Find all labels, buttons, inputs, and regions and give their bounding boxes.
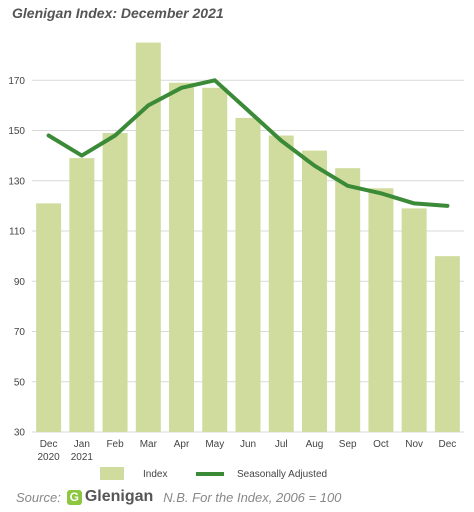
y-tick-label: 110 [9,227,25,238]
bar [235,117,261,432]
x-tick-label: May [205,439,224,450]
x-tick-label: Apr [174,439,190,450]
bar [202,87,228,432]
bar-series [36,42,460,432]
line-point [146,103,150,107]
bar [368,188,394,432]
x-tick-label: Dec [438,439,456,450]
x-axis-ticks: Dec 2020 Jan 2021 Feb Mar Apr May Jun Jul Aug Sep Oc… [37,439,456,463]
line-point [213,78,217,82]
legend-label-index: Index [143,469,167,480]
bar [69,158,95,432]
x-tick-label: Feb [106,439,124,450]
index-base-note: N.B. For the Index, 2006 = 100 [163,489,342,505]
bar [434,256,460,432]
line-point [379,191,383,195]
bar [102,133,128,432]
line-point [47,134,51,138]
x-tick-label: Jul [275,439,288,450]
x-tick-label: Jun [240,439,256,450]
y-tick-label: 50 [14,377,26,388]
line-point [180,86,184,90]
bar [36,203,62,432]
source-footer: Source: G Glenigan N.B. For the Index, 2… [16,486,341,508]
y-tick-label: 150 [8,126,25,137]
line-point [246,108,250,112]
x-tick-label: Mar [140,439,158,450]
y-axis-ticks: 30 50 70 90 110 130 150 170 [8,76,25,439]
y-tick-label: 170 [8,76,25,87]
legend-swatch-index [100,467,124,480]
line-series [46,78,450,208]
legend-label-seasonally-adjusted: Seasonally Adjusted [237,469,327,480]
y-tick-label: 30 [14,428,26,439]
x-tick-label: Sep [339,439,357,450]
bar [401,208,427,432]
glenigan-g-logo-icon: G [66,489,82,505]
bar [169,82,195,432]
x-tick-label: Nov [405,439,423,450]
line-point [346,184,350,188]
y-tick-label: 90 [14,277,26,288]
y-tick-label: 130 [8,176,25,187]
line-point [80,154,84,158]
x-tick-label: Oct [373,439,389,450]
x-tick-label: Jan 2021 [71,439,94,463]
line-point [113,134,117,138]
line-point [412,201,416,205]
line-point [445,204,449,208]
y-tick-label: 70 [14,327,26,338]
bar [301,150,327,432]
bar [335,168,361,432]
bar [268,135,294,432]
line-point [312,164,316,168]
line-point [279,139,283,143]
x-tick-label: Aug [306,439,324,450]
x-tick-label: Dec 2020 [37,439,60,463]
legend: Index Seasonally Adjusted [100,467,327,480]
logo-text: Glenigan [84,488,154,505]
source-label: Source: [16,489,61,505]
glenigan-logo: G Glenigan [66,488,154,506]
chart-title: Glenigan Index: December 2021 [12,5,224,21]
